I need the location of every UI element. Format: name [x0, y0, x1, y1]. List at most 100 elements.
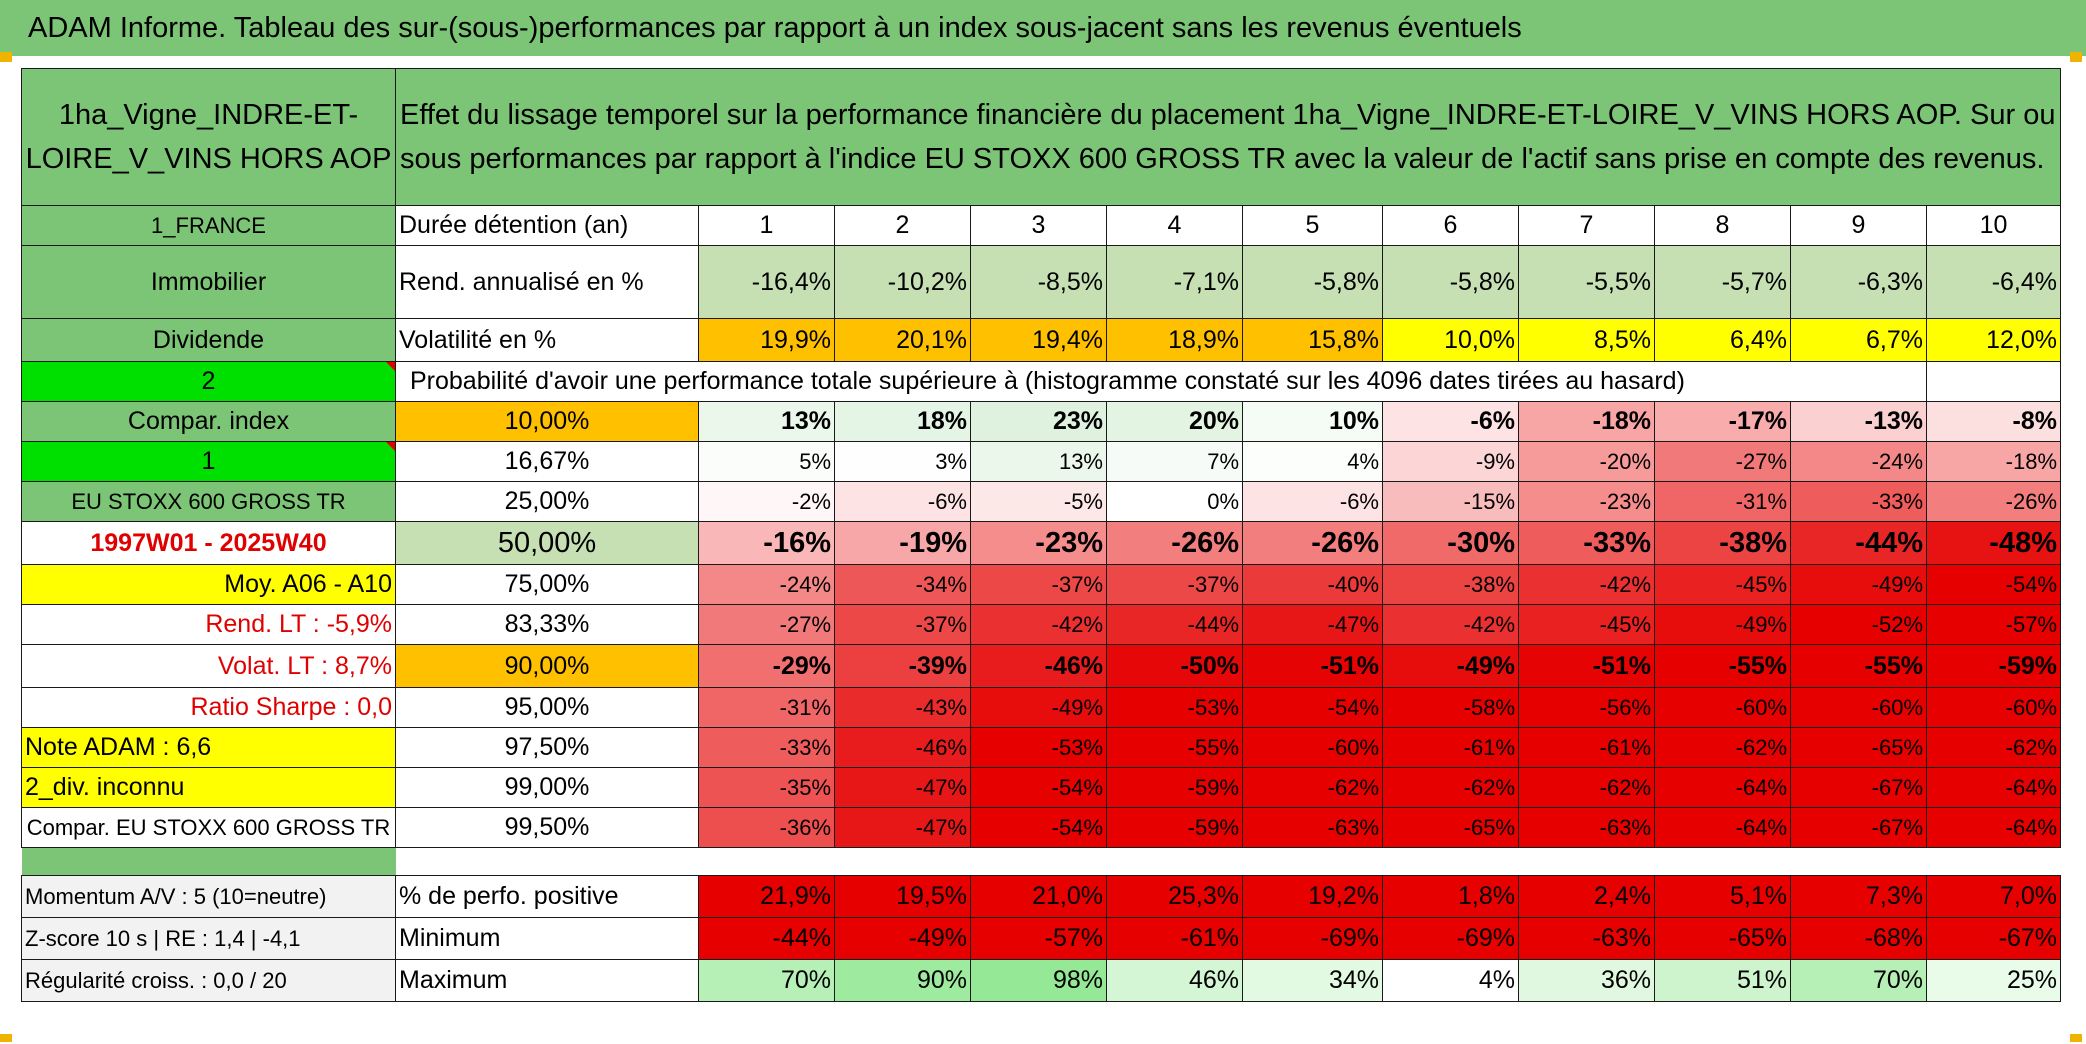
year-header: 5	[1242, 205, 1383, 246]
probability-value: -8%	[1926, 401, 2061, 442]
probability-value: -31%	[1654, 481, 1791, 522]
probability-value: -42%	[970, 604, 1107, 645]
threshold-value: 16,67%	[395, 441, 699, 482]
empty-cell	[1926, 361, 2061, 402]
note-label: Note ADAM : 6,6	[21, 727, 396, 768]
threshold-value: 99,00%	[395, 767, 699, 808]
minimum-value: -49%	[834, 917, 971, 960]
probability-value: -64%	[1654, 767, 1791, 808]
probability-value: -63%	[1518, 807, 1655, 848]
threshold-value: 50,00%	[395, 521, 699, 565]
input-cell-one[interactable]: 1	[21, 441, 396, 482]
probability-value: -38%	[1654, 521, 1791, 565]
pct-pos-value: 25,3%	[1106, 875, 1243, 918]
momentum-label: Momentum A/V : 5 (10=neutre)	[21, 875, 396, 918]
probability-value: -38%	[1382, 564, 1519, 605]
probability-value: -13%	[1790, 401, 1927, 442]
threshold-value: 95,00%	[395, 687, 699, 728]
probability-value: -5%	[970, 481, 1107, 522]
pct-pos-value: 1,8%	[1382, 875, 1519, 918]
probability-value: -62%	[1242, 767, 1383, 808]
probability-value: -33%	[698, 727, 835, 768]
probability-value: -59%	[1106, 767, 1243, 808]
probability-value: -55%	[1106, 727, 1243, 768]
spacer-cell	[396, 848, 2061, 876]
probability-value: -60%	[1242, 727, 1383, 768]
probability-value: -40%	[1242, 564, 1383, 605]
threshold-value: 25,00%	[395, 481, 699, 522]
probability-value: -64%	[1654, 807, 1791, 848]
pct-pos-value: 19,5%	[834, 875, 971, 918]
rend-value: -5,5%	[1518, 245, 1655, 319]
probability-value: -46%	[834, 727, 971, 768]
volat-value: 12,0%	[1926, 318, 2061, 362]
minimum-label: Minimum	[395, 917, 699, 960]
probability-value: 10%	[1242, 401, 1383, 442]
pct-pos-value: 21,0%	[970, 875, 1107, 918]
probability-value: -54%	[970, 807, 1107, 848]
probability-value: -60%	[1790, 687, 1927, 728]
spacer-cell	[21, 847, 396, 876]
probability-value: -44%	[1790, 521, 1927, 565]
maximum-value: 70%	[1790, 959, 1927, 1002]
probability-value: -57%	[1926, 604, 2061, 645]
probability-value: -37%	[1106, 564, 1243, 605]
probability-value: -64%	[1926, 767, 2061, 808]
rend-value: -10,2%	[834, 245, 971, 319]
probability-value: -49%	[1654, 604, 1791, 645]
rend-value: -8,5%	[970, 245, 1107, 319]
minimum-value: -61%	[1106, 917, 1243, 960]
probability-value: -15%	[1382, 481, 1519, 522]
maximum-value: 34%	[1242, 959, 1383, 1002]
volat-value: 18,9%	[1106, 318, 1243, 362]
pct-pos-value: 2,4%	[1518, 875, 1655, 918]
input-cell-two[interactable]: 2	[21, 361, 396, 402]
probability-value: -56%	[1518, 687, 1655, 728]
probability-value: -36%	[698, 807, 835, 848]
rend-value: -5,8%	[1382, 245, 1519, 319]
minimum-value: -68%	[1790, 917, 1927, 960]
probability-value: -53%	[970, 727, 1107, 768]
rend-label: Rend. annualisé en %	[395, 245, 699, 319]
probability-value: -61%	[1382, 727, 1519, 768]
threshold-value: 99,50%	[395, 807, 699, 848]
volat-value: 6,4%	[1654, 318, 1791, 362]
probability-value: -42%	[1382, 604, 1519, 645]
regularite-label: Régularité croiss. : 0,0 / 20	[21, 959, 396, 1002]
probability-value: -49%	[1790, 564, 1927, 605]
volat-value: 10,0%	[1382, 318, 1519, 362]
volat-label: Volatilité en %	[395, 318, 699, 362]
probability-value: -27%	[1654, 441, 1791, 482]
volat-value: 8,5%	[1518, 318, 1655, 362]
maximum-value: 4%	[1382, 959, 1519, 1002]
volat-value: 15,8%	[1242, 318, 1383, 362]
probability-value: -17%	[1654, 401, 1791, 442]
probability-value: -43%	[834, 687, 971, 728]
year-header: 10	[1926, 205, 2061, 246]
maximum-value: 51%	[1654, 959, 1791, 1002]
empty-cell	[1790, 361, 1927, 402]
probability-value: -65%	[1790, 727, 1927, 768]
probability-value: -26%	[1926, 481, 2061, 522]
maximum-value: 46%	[1106, 959, 1243, 1002]
maximum-value: 90%	[834, 959, 971, 1002]
threshold-value: 90,00%	[395, 644, 699, 688]
year-header: 2	[834, 205, 971, 246]
probability-value: -52%	[1790, 604, 1927, 645]
probability-value: -53%	[1106, 687, 1243, 728]
probability-value: -44%	[1106, 604, 1243, 645]
moy-label: Moy. A06 - A10	[21, 564, 396, 605]
probability-value: 13%	[970, 441, 1107, 482]
probability-value: -60%	[1654, 687, 1791, 728]
asset-name-cell: 1ha_Vigne_INDRE-ET-LOIRE_V_VINS HORS AOP	[21, 68, 396, 206]
probability-value: -6%	[1242, 481, 1383, 522]
probability-value: -54%	[970, 767, 1107, 808]
maximum-value: 70%	[698, 959, 835, 1002]
probability-value: -48%	[1926, 521, 2061, 565]
probability-value: -62%	[1382, 767, 1519, 808]
pct-pos-value: 7,3%	[1790, 875, 1927, 918]
probability-value: -26%	[1242, 521, 1383, 565]
corner-marker	[2070, 1034, 2082, 1042]
probability-value: 18%	[834, 401, 971, 442]
probability-value: -29%	[698, 644, 835, 688]
